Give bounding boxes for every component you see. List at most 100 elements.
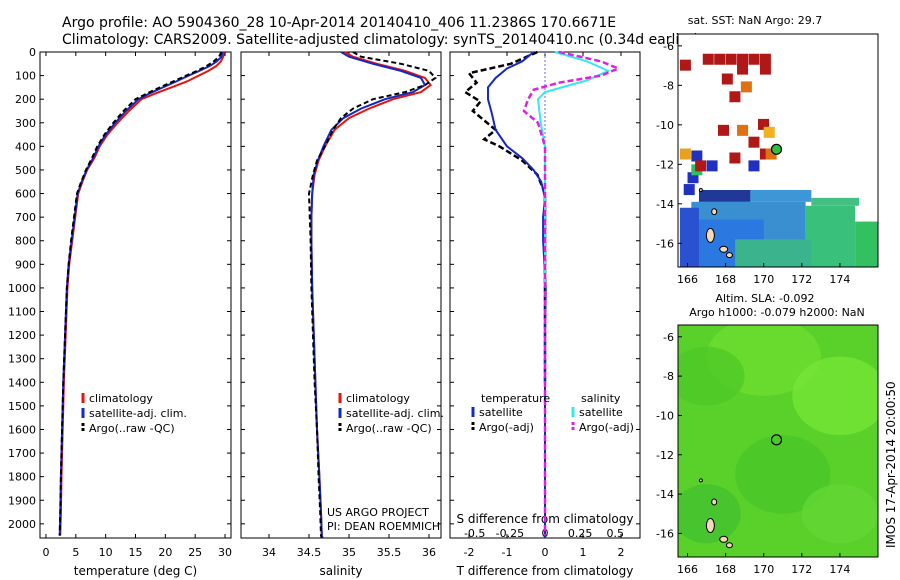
- island: [711, 208, 718, 216]
- map-x-tick-label: 170: [753, 563, 774, 576]
- x-tick-label: 35.5: [377, 546, 402, 559]
- map-x-tick-label: 172: [791, 273, 812, 286]
- x-tick-label: 5: [72, 546, 79, 559]
- argo-position-marker: [770, 434, 783, 446]
- sst-cell: [695, 160, 707, 172]
- sst-cell: [759, 63, 771, 75]
- series-t-argo: [463, 50, 547, 383]
- sst-cell: [721, 73, 733, 85]
- x-tick-label: 34.5: [297, 546, 322, 559]
- sst-cell: [698, 189, 751, 202]
- difference-panel: -2 -1 0 1 2 T difference from climatology -0.5…: [449, 50, 641, 578]
- island: [698, 187, 703, 192]
- sst-cell: [706, 160, 718, 172]
- x-tick-label: 10: [99, 546, 113, 559]
- x-tick-label: 2: [618, 546, 625, 559]
- x-axis-label: T difference from climatology: [456, 564, 634, 578]
- map-x-tick-label: 170: [753, 273, 774, 286]
- sla-map-subtitle: Argo h1000: -0.079 h2000: NaN: [689, 306, 865, 319]
- map-x-tick-label: 172: [791, 563, 812, 576]
- map-frame: [677, 324, 879, 558]
- map-y-tick-label: -14: [656, 488, 674, 501]
- series-satellite-adj: [58, 51, 224, 536]
- map-y-tick-label: -16: [656, 527, 674, 540]
- sst-cell: [679, 148, 691, 160]
- y-tick-label: 800: [15, 235, 36, 248]
- sst-cell: [737, 63, 749, 75]
- s-x-tick-label: 0.5: [607, 527, 625, 540]
- x-tick-label: 0: [542, 546, 549, 559]
- sst-cell: [735, 239, 812, 267]
- sla-map-title: Altim. SLA: -0.092: [715, 292, 814, 305]
- sst-cell: [805, 205, 856, 267]
- sst-cell: [679, 207, 699, 267]
- y-tick-label: 1500: [8, 400, 36, 413]
- header-line2: Climatology: CARS2009. Satellite-adjuste…: [62, 32, 699, 48]
- x-tick-label: -2: [464, 546, 475, 559]
- sst-cell: [714, 53, 726, 65]
- sst-cell: [763, 126, 775, 138]
- series-argo: [307, 51, 437, 539]
- map-x-tick-label: 174: [829, 563, 850, 576]
- x-tick-label: 34: [262, 546, 276, 559]
- map-y-tick-label: -16: [656, 237, 674, 250]
- sst-cell: [691, 150, 703, 162]
- y-tick-label: 900: [15, 258, 36, 271]
- sst-cell: [737, 124, 749, 136]
- legend-title-salinity: salinity: [581, 392, 621, 405]
- y-tick-label: 200: [15, 93, 36, 106]
- header-line1: Argo profile: AO 5904360_28 10-Apr-2014 …: [62, 15, 616, 31]
- y-tick-label: 600: [15, 188, 36, 201]
- sst-cell: [758, 118, 769, 130]
- map-y-tick-label: -10: [656, 409, 674, 422]
- map-x-tick-label: 168: [715, 563, 736, 576]
- s-x-tick-label: 0.25: [568, 527, 593, 540]
- y-tick-label: 1700: [8, 447, 36, 460]
- island: [719, 245, 729, 253]
- sst-cell: [765, 148, 777, 160]
- island: [719, 535, 729, 543]
- map-y-tick-label: -6: [663, 40, 674, 53]
- map-y-tick-label: -10: [656, 119, 674, 132]
- y-tick-label: 1400: [8, 376, 36, 389]
- salinity-panel: 34 34.5 35 35.5 36 salinity climatology satelli…: [240, 51, 444, 578]
- x-axis-label: salinity: [319, 564, 362, 578]
- sla-blob: [792, 356, 878, 436]
- sst-cell: [748, 160, 760, 172]
- map-y-tick-label: -8: [663, 370, 674, 383]
- island: [705, 227, 715, 243]
- x-tick-label: 25: [188, 546, 202, 559]
- map-y-tick-label: -12: [656, 158, 674, 171]
- x-tick-label: 30: [218, 546, 232, 559]
- sst-map-title: sat. SST: NaN Argo: 29.7: [688, 14, 822, 27]
- legend-s-satellite-label: satellite: [579, 406, 623, 419]
- sst-cell: [759, 148, 771, 160]
- sst-cell: [679, 59, 691, 71]
- legend-climatology-label: climatology: [346, 392, 410, 405]
- s-x-tick-label: -0.5: [464, 527, 485, 540]
- x-tick-label: 36: [422, 546, 436, 559]
- island: [705, 518, 715, 534]
- y-tick-label: 700: [15, 211, 36, 224]
- series-climatology: [310, 51, 433, 539]
- map-x-tick-label: 174: [829, 273, 850, 286]
- y-tick-label: 2000: [8, 518, 36, 531]
- map-y-tick-label: -12: [656, 449, 674, 462]
- legend-t-satellite-label: satellite: [479, 406, 523, 419]
- island: [725, 542, 733, 549]
- series-satellite-adj: [310, 51, 427, 539]
- island: [711, 498, 718, 506]
- map-x-tick-label: 166: [677, 273, 698, 286]
- x-axis-label: temperature (deg C): [74, 564, 197, 578]
- y-tick-label: 500: [15, 164, 36, 177]
- legend-argo-label: Argo(..raw -QC): [89, 422, 175, 435]
- series-climatology: [59, 51, 225, 536]
- map-x-tick-label: 166: [677, 563, 698, 576]
- legend-satellite-label: satellite-adj. clim.: [346, 407, 444, 420]
- island: [725, 252, 733, 259]
- sst-cell: [759, 53, 771, 65]
- y-tick-label: 1800: [8, 471, 36, 484]
- y-tick-label: 300: [15, 117, 36, 130]
